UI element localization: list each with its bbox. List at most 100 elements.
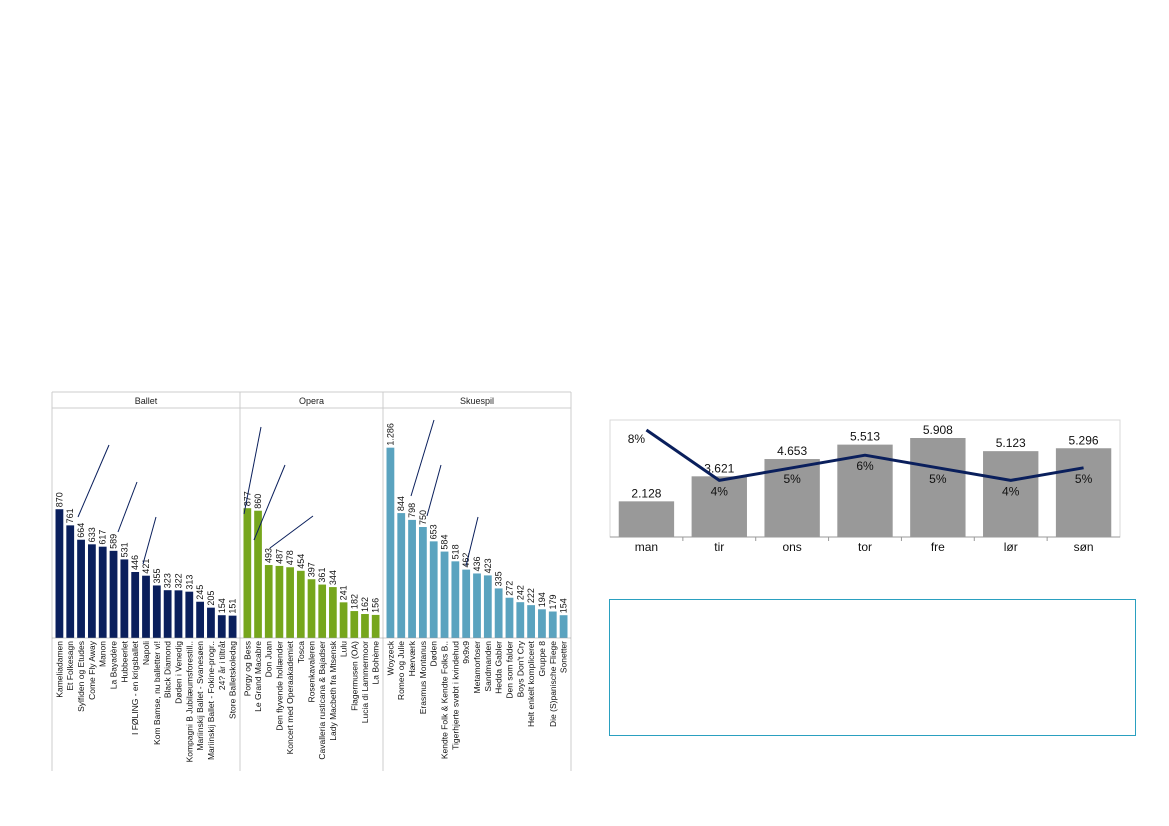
- category-label: Lady Macbeth fra Mtsensk: [328, 640, 338, 740]
- line-value-label: 4%: [711, 484, 729, 498]
- bar-value-label: 421: [141, 559, 151, 574]
- x-tick-label: tor: [858, 540, 872, 554]
- category-label: Boys Don't Cry: [515, 640, 525, 697]
- category-label: Døden i Venedig: [173, 641, 183, 704]
- bar: [494, 588, 503, 638]
- category-label: Kameliadamen: [54, 641, 64, 698]
- category-label: Et Folkesagn: [65, 641, 75, 691]
- bar-value-label: 355: [152, 568, 162, 583]
- category-label: Helt enkelt kompliceret: [526, 640, 536, 727]
- bar: [254, 510, 262, 638]
- line-value-label: 6%: [856, 459, 874, 473]
- category-label: La Bayadère: [109, 641, 119, 689]
- line-value-label: 4%: [1002, 484, 1020, 498]
- bar: [559, 615, 568, 638]
- bar-value-label: 664: [76, 523, 86, 538]
- panel-title: Skuespil: [460, 396, 494, 406]
- category-label: La Bohème: [371, 641, 381, 685]
- bar: [418, 527, 427, 638]
- bar-value-label: 322: [173, 573, 183, 588]
- category-label: I FØLING - en krigsballet: [130, 640, 140, 735]
- bar-value-label: 335: [494, 571, 504, 586]
- bar-value-label: 423: [483, 558, 493, 573]
- bar-value-label: 1.286: [385, 423, 395, 446]
- bar-value-label: 487: [274, 549, 284, 564]
- x-tick-label: man: [635, 540, 658, 554]
- bar: [286, 567, 294, 638]
- bar: [207, 607, 215, 638]
- bar-value-label: 446: [130, 555, 140, 570]
- bar-value-label: 194: [537, 592, 547, 607]
- leader-line: [243, 426, 262, 515]
- bar: [131, 571, 140, 638]
- bar: [910, 438, 966, 537]
- line-value-label: 8%: [628, 432, 646, 446]
- category-label: Don Juan: [264, 641, 274, 678]
- bar-value-label: 162: [360, 597, 370, 612]
- bar: [152, 585, 161, 638]
- bar-value-label: 436: [472, 556, 482, 571]
- bar: [243, 508, 252, 638]
- bar-value-label: 156: [371, 598, 381, 613]
- category-label: Tosca: [296, 641, 306, 663]
- category-label: Manon: [98, 641, 108, 667]
- category-label: Kompagni B Jubilæumsforestill..: [184, 641, 194, 762]
- bar-value-label: 361: [317, 568, 327, 583]
- bar: [538, 609, 546, 638]
- bar: [66, 525, 75, 638]
- leader-line: [426, 464, 442, 517]
- category-label: Sandmanden: [483, 641, 493, 692]
- bar-value-label: 182: [349, 594, 359, 609]
- bar-value-label: 584: [440, 535, 450, 550]
- bar-value-label: 493: [264, 548, 274, 563]
- bar-value-label: 617: [98, 530, 108, 545]
- bar: [548, 611, 557, 638]
- x-tick-label: tir: [714, 540, 724, 554]
- bar-value-label: 242: [515, 585, 525, 600]
- line-value-label: 5%: [929, 472, 947, 486]
- bar-value-label: 5.296: [1069, 433, 1099, 447]
- category-label: Sonetter: [559, 641, 569, 673]
- bar: [440, 551, 449, 638]
- leader-line: [117, 481, 138, 533]
- bar: [505, 597, 514, 638]
- bar: [691, 476, 747, 537]
- bar: [516, 602, 525, 638]
- x-tick-label: lør: [1004, 540, 1018, 554]
- bar: [109, 550, 118, 638]
- bar-value-label: 5.513: [850, 430, 880, 444]
- bar-value-label: 860: [253, 494, 263, 509]
- category-label: Kom Bamse, nu balletter vi!: [152, 641, 162, 745]
- bar: [228, 615, 237, 638]
- bar: [217, 615, 226, 638]
- category-label: Metamorfoser: [472, 641, 482, 694]
- bar: [77, 539, 85, 638]
- bar-value-label: 844: [396, 496, 406, 511]
- category-label: Erasmus Montanus: [418, 641, 428, 714]
- bar-value-label: 154: [217, 598, 227, 613]
- leader-line: [142, 516, 157, 565]
- category-label: Den som falder: [504, 641, 514, 699]
- bar: [307, 579, 316, 638]
- bar: [296, 570, 305, 638]
- category-label: Hedda Gabler: [494, 641, 504, 694]
- category-label: Rosenkavaleren: [307, 641, 317, 703]
- bar: [397, 513, 406, 638]
- category-label: Black Diamond: [163, 641, 173, 698]
- bar: [275, 565, 284, 638]
- category-label: Porgy og Bess: [242, 641, 252, 696]
- bar-value-label: 5.123: [996, 436, 1026, 450]
- bar-value-label: 633: [87, 527, 97, 542]
- category-label: Sylfiden og Etudes: [76, 641, 86, 712]
- bar-value-label: 653: [429, 524, 439, 539]
- bar-value-label: 462: [461, 553, 471, 568]
- category-label: Cavalleria rusticana & Bajadser: [317, 641, 327, 760]
- category-label: Woyzeck: [385, 640, 395, 675]
- bar: [87, 544, 96, 638]
- category-label: Romeo og Julie: [396, 641, 406, 700]
- bar-value-label: 531: [119, 542, 129, 557]
- category-label: Le Grand Macabre: [253, 641, 263, 712]
- bar-value-label: 205: [206, 591, 216, 606]
